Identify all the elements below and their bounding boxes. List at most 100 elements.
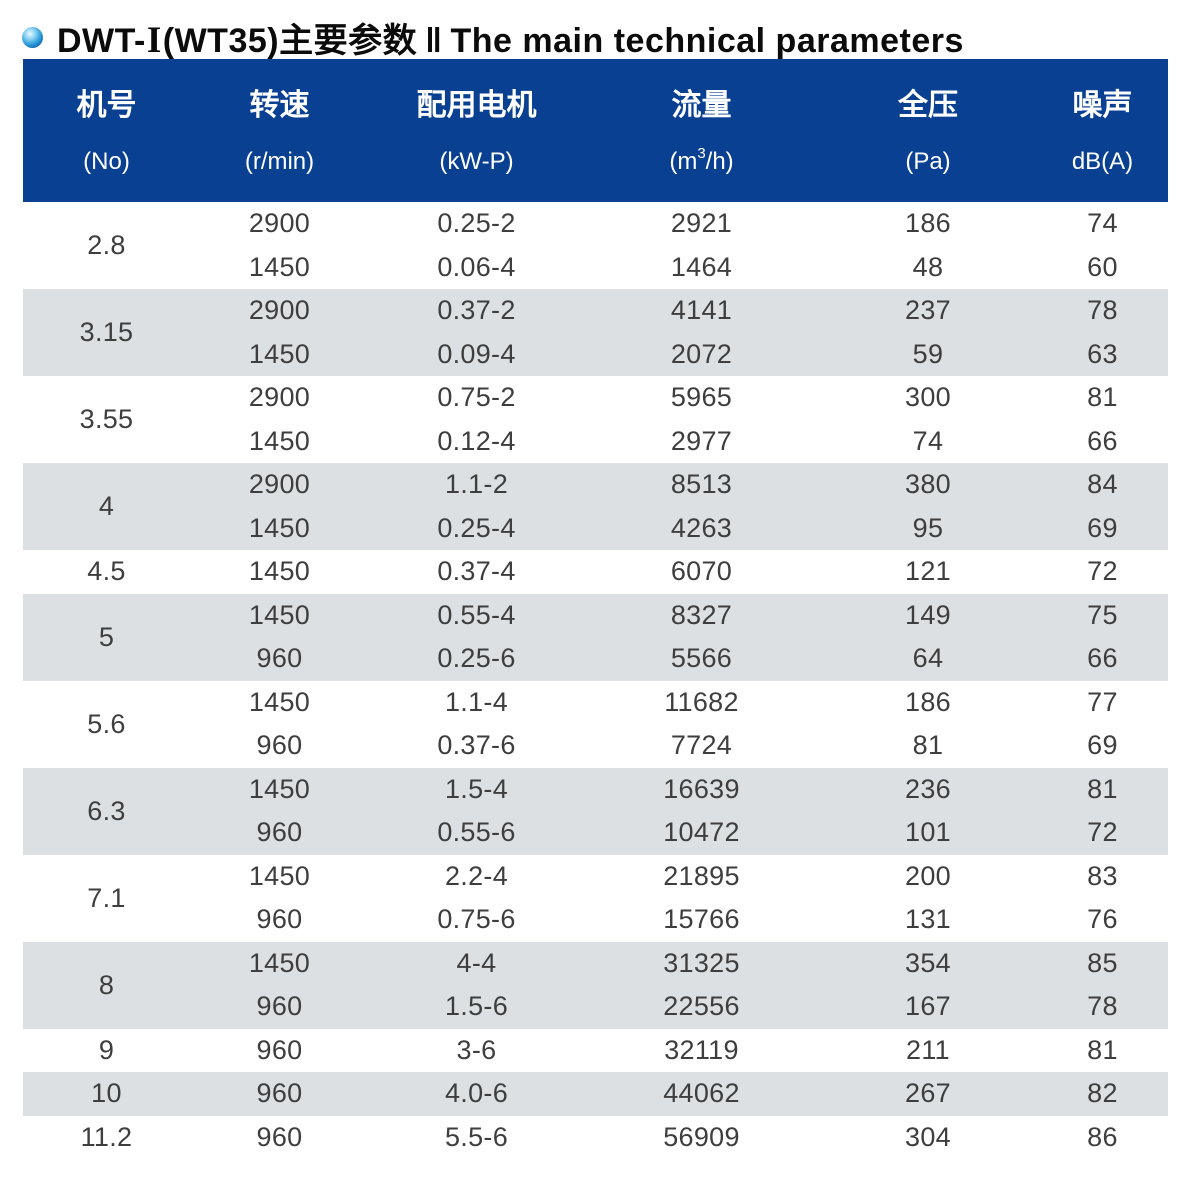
table-row: 10 960 4.0-6 44062 267 82 [23,1072,1168,1116]
pressure-cell: 81 [912,730,944,761]
pressure-cell: 267 [905,1078,951,1109]
pressure-cell: 300 [905,382,951,413]
speed-cell: 960 [256,817,303,848]
motor-cell: 0.12-4 [437,425,516,456]
speed-cell: 960 [256,1034,303,1065]
page-title: DWT-I(WT35)主要参数 ‖ The main technical param… [57,13,964,62]
pressure-cell: 64 [912,643,944,674]
flow-cell: 21895 [663,860,740,891]
flow-cell: 8327 [670,599,733,630]
flow-cell: 15766 [663,904,740,935]
fan-no-cell: 5.6 [87,708,126,739]
table-row: 960 0.55-6 10472 101 72 [23,811,1168,855]
table-row: 1450 0.12-4 2977 74 66 [23,419,1168,463]
fan-no-cell: 7.1 [87,882,126,913]
flow-cell: 8513 [670,469,733,500]
noise-cell: 82 [1087,1078,1118,1109]
noise-cell: 83 [1087,860,1118,891]
pressure-cell: 48 [912,251,944,282]
flow-cell: 31325 [663,947,740,978]
fan-no-cell: 5 [98,621,115,652]
speed-cell: 960 [256,904,303,935]
pressure-cell: 304 [905,1121,951,1152]
pressure-cell: 95 [912,512,944,543]
pressure-cell: 354 [905,947,951,978]
flow-cell: 7724 [670,730,733,761]
table-row: 9 960 3-6 32119 211 81 [23,1028,1168,1072]
noise-cell: 78 [1087,991,1118,1022]
pressure-cell: 236 [905,773,951,804]
speed-cell: 2900 [248,208,311,239]
noise-cell: 78 [1087,295,1118,326]
pressure-cell: 167 [905,991,951,1022]
motor-cell: 0.06-4 [437,251,516,282]
speed-cell: 1450 [248,860,311,891]
speed-cell: 1450 [248,773,311,804]
motor-cell: 1.1-2 [444,469,509,500]
fan-no-cell: 8 [98,969,115,1000]
title-roman-numeral: I [146,19,162,61]
flow-cell: 4263 [670,512,733,543]
noise-cell: 72 [1087,556,1118,587]
flow-cell: 6070 [670,556,733,587]
speed-cell: 1450 [248,599,311,630]
title-separator: ‖ [425,21,443,60]
flow-cell: 2072 [670,338,733,369]
col-header-zh-4: 流量 [584,59,819,135]
flow-cell: 44062 [663,1078,740,1109]
table-row: 6.3 1450 1.5-4 16639 236 81 [23,767,1168,826]
flow-cell: 16639 [663,773,740,804]
motor-cell: 0.37-2 [437,295,516,326]
table-row: 2.8 2900 0.25-2 2921 186 74 [23,202,1168,260]
table-row: 960 0.25-6 5566 64 66 [23,637,1168,681]
fan-no-cell: 2.8 [87,230,126,260]
motor-cell: 0.55-6 [437,817,516,848]
motor-cell: 0.75-2 [437,382,516,413]
table-row: 3.15 2900 0.37-2 4141 237 78 [23,289,1168,347]
noise-cell: 86 [1087,1121,1118,1152]
col-header-unit-2: (r/min) [190,135,369,202]
flow-cell: 2921 [670,208,733,239]
noise-cell: 85 [1087,947,1118,978]
table-header: 机号 转速 配用电机 流量 全压 噪声 (No) (r/min) (kW-P) (m3/h) (Pa… [23,59,1168,202]
speed-cell: 1450 [248,686,311,717]
flow-cell: 56909 [663,1121,740,1152]
speed-cell: 1450 [248,338,311,369]
motor-cell: 5.5-6 [444,1121,509,1152]
speed-cell: 960 [256,643,303,674]
noise-cell: 77 [1087,686,1118,717]
speed-cell: 1450 [248,947,311,978]
speed-cell: 2900 [248,295,311,326]
table-row: 4.5 1450 0.37-4 6070 121 72 [23,550,1168,594]
pressure-cell: 101 [905,817,951,848]
col-header-unit-6: dB(A) [1037,135,1168,202]
col-header-zh-3: 配用电机 [369,59,584,135]
flow-cell: 32119 [664,1034,739,1065]
speed-cell: 960 [256,1078,303,1109]
noise-cell: 69 [1087,730,1118,761]
speed-cell: 1450 [248,512,311,543]
page-header: DWT-I(WT35)主要参数 ‖ The main technical param… [0,0,1191,61]
pressure-cell: 237 [905,295,951,326]
flow-cell: 10472 [663,817,740,848]
table-body: 2.8 2900 0.25-2 2921 186 74 1450 0.06-4 1464 48 60… [23,202,1168,1159]
fan-no-cell: 11.2 [80,1121,133,1152]
pressure-cell: 121 [905,556,951,587]
flow-cell: 1464 [670,251,733,282]
table-row: 11.2 960 5.5-6 56909 304 86 [23,1115,1168,1159]
table-row: 1450 0.06-4 1464 48 60 [23,245,1168,289]
motor-cell: 0.55-4 [437,599,516,630]
table-row: 1450 0.09-4 2072 59 63 [23,332,1168,376]
col-header-zh-2: 转速 [190,59,369,135]
motor-cell: 4-4 [456,947,497,978]
col-header-unit-4: (m3/h) [584,135,819,202]
speed-cell: 960 [256,730,303,761]
noise-cell: 60 [1087,251,1118,282]
flow-cell: 4141 [670,295,733,326]
fan-no-cell: 4.5 [87,556,126,587]
flow-cell: 22556 [663,991,740,1022]
speed-cell: 2900 [248,469,311,500]
pressure-cell: 74 [912,425,944,456]
motor-cell: 1.5-4 [444,773,509,804]
